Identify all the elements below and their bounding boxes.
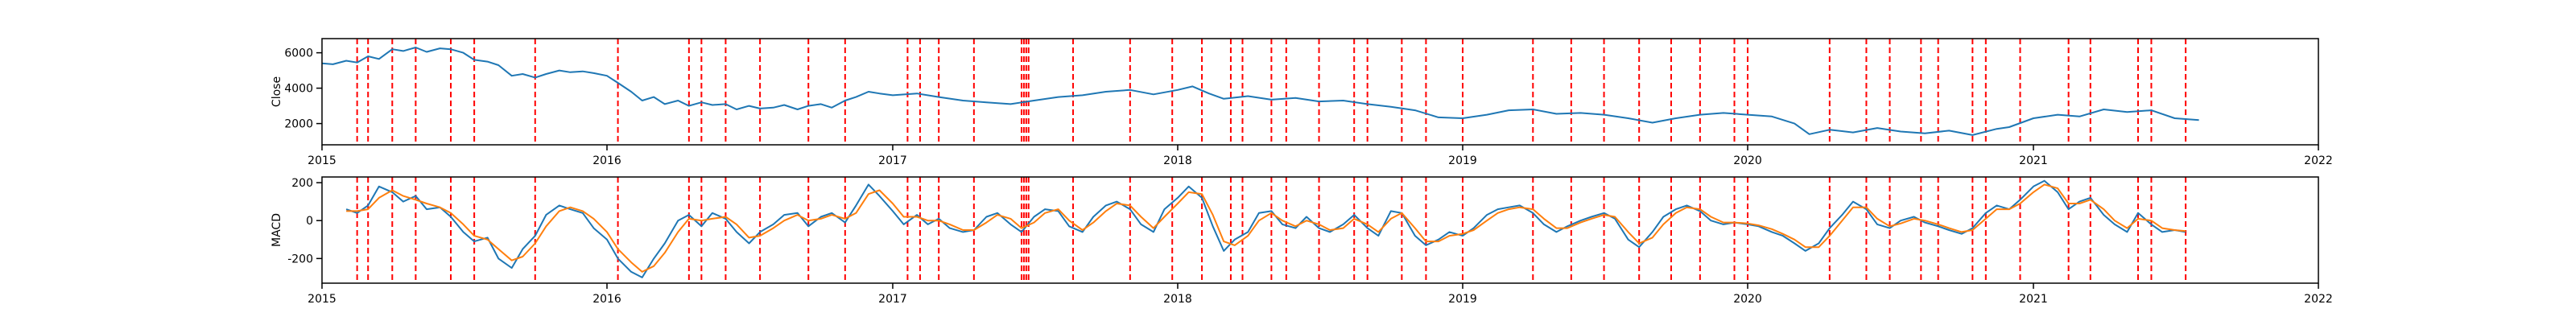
y-tick-label-0-1: 4000	[284, 83, 313, 96]
y-tick-label-1-1: 0	[306, 215, 313, 228]
plot-area-0	[322, 39, 2199, 145]
y-axis-title-1: MACD	[270, 213, 283, 247]
series-line-1-0	[345, 179, 2186, 278]
x-tick-label-1-5: 2020	[1733, 293, 1762, 306]
x-tick-label-0-6: 2021	[2019, 154, 2048, 167]
x-tick-label-0-0: 2015	[308, 154, 336, 167]
y-tick-label-1-0: -200	[287, 253, 313, 265]
x-tick-label-0-2: 2017	[878, 154, 907, 167]
x-tick-label-0-5: 2020	[1733, 154, 1762, 167]
series-line-1-1	[346, 183, 2186, 273]
y-tick-label-0-2: 6000	[284, 47, 313, 60]
x-tick-label-1-6: 2021	[2019, 293, 2048, 306]
x-tick-label-0-4: 2019	[1448, 154, 1477, 167]
x-tick-label-1-0: 2015	[308, 293, 336, 306]
x-tick-label-1-7: 2022	[2304, 293, 2333, 306]
chart-panel-0: 2015 2016 2017 2018 2019 2020 2021 2022 2000 4000…	[270, 38, 2333, 167]
y-tick-label-1-2: 200	[291, 177, 313, 190]
x-tick-label-0-3: 2018	[1163, 154, 1192, 167]
x-tick-label-1-4: 2019	[1448, 293, 1477, 306]
chart-panel-1: 2015 2016 2017 2018 2019 2020 2021 2022 -200 0 200…	[270, 176, 2333, 306]
y-tick-label-0-0: 2000	[284, 118, 313, 131]
x-tick-label-1-3: 2018	[1163, 293, 1192, 306]
x-tick-label-0-7: 2022	[2304, 154, 2333, 167]
plot-area-1	[345, 177, 2187, 283]
y-axis-title-0: Close	[270, 76, 283, 107]
axes-frame-0	[321, 38, 2319, 146]
series-line-0-0	[322, 47, 2199, 136]
axes-frame-1	[321, 176, 2319, 284]
x-tick-label-0-1: 2016	[592, 154, 621, 167]
x-tick-label-1-1: 2016	[592, 293, 621, 306]
x-tick-label-1-2: 2017	[878, 293, 907, 306]
